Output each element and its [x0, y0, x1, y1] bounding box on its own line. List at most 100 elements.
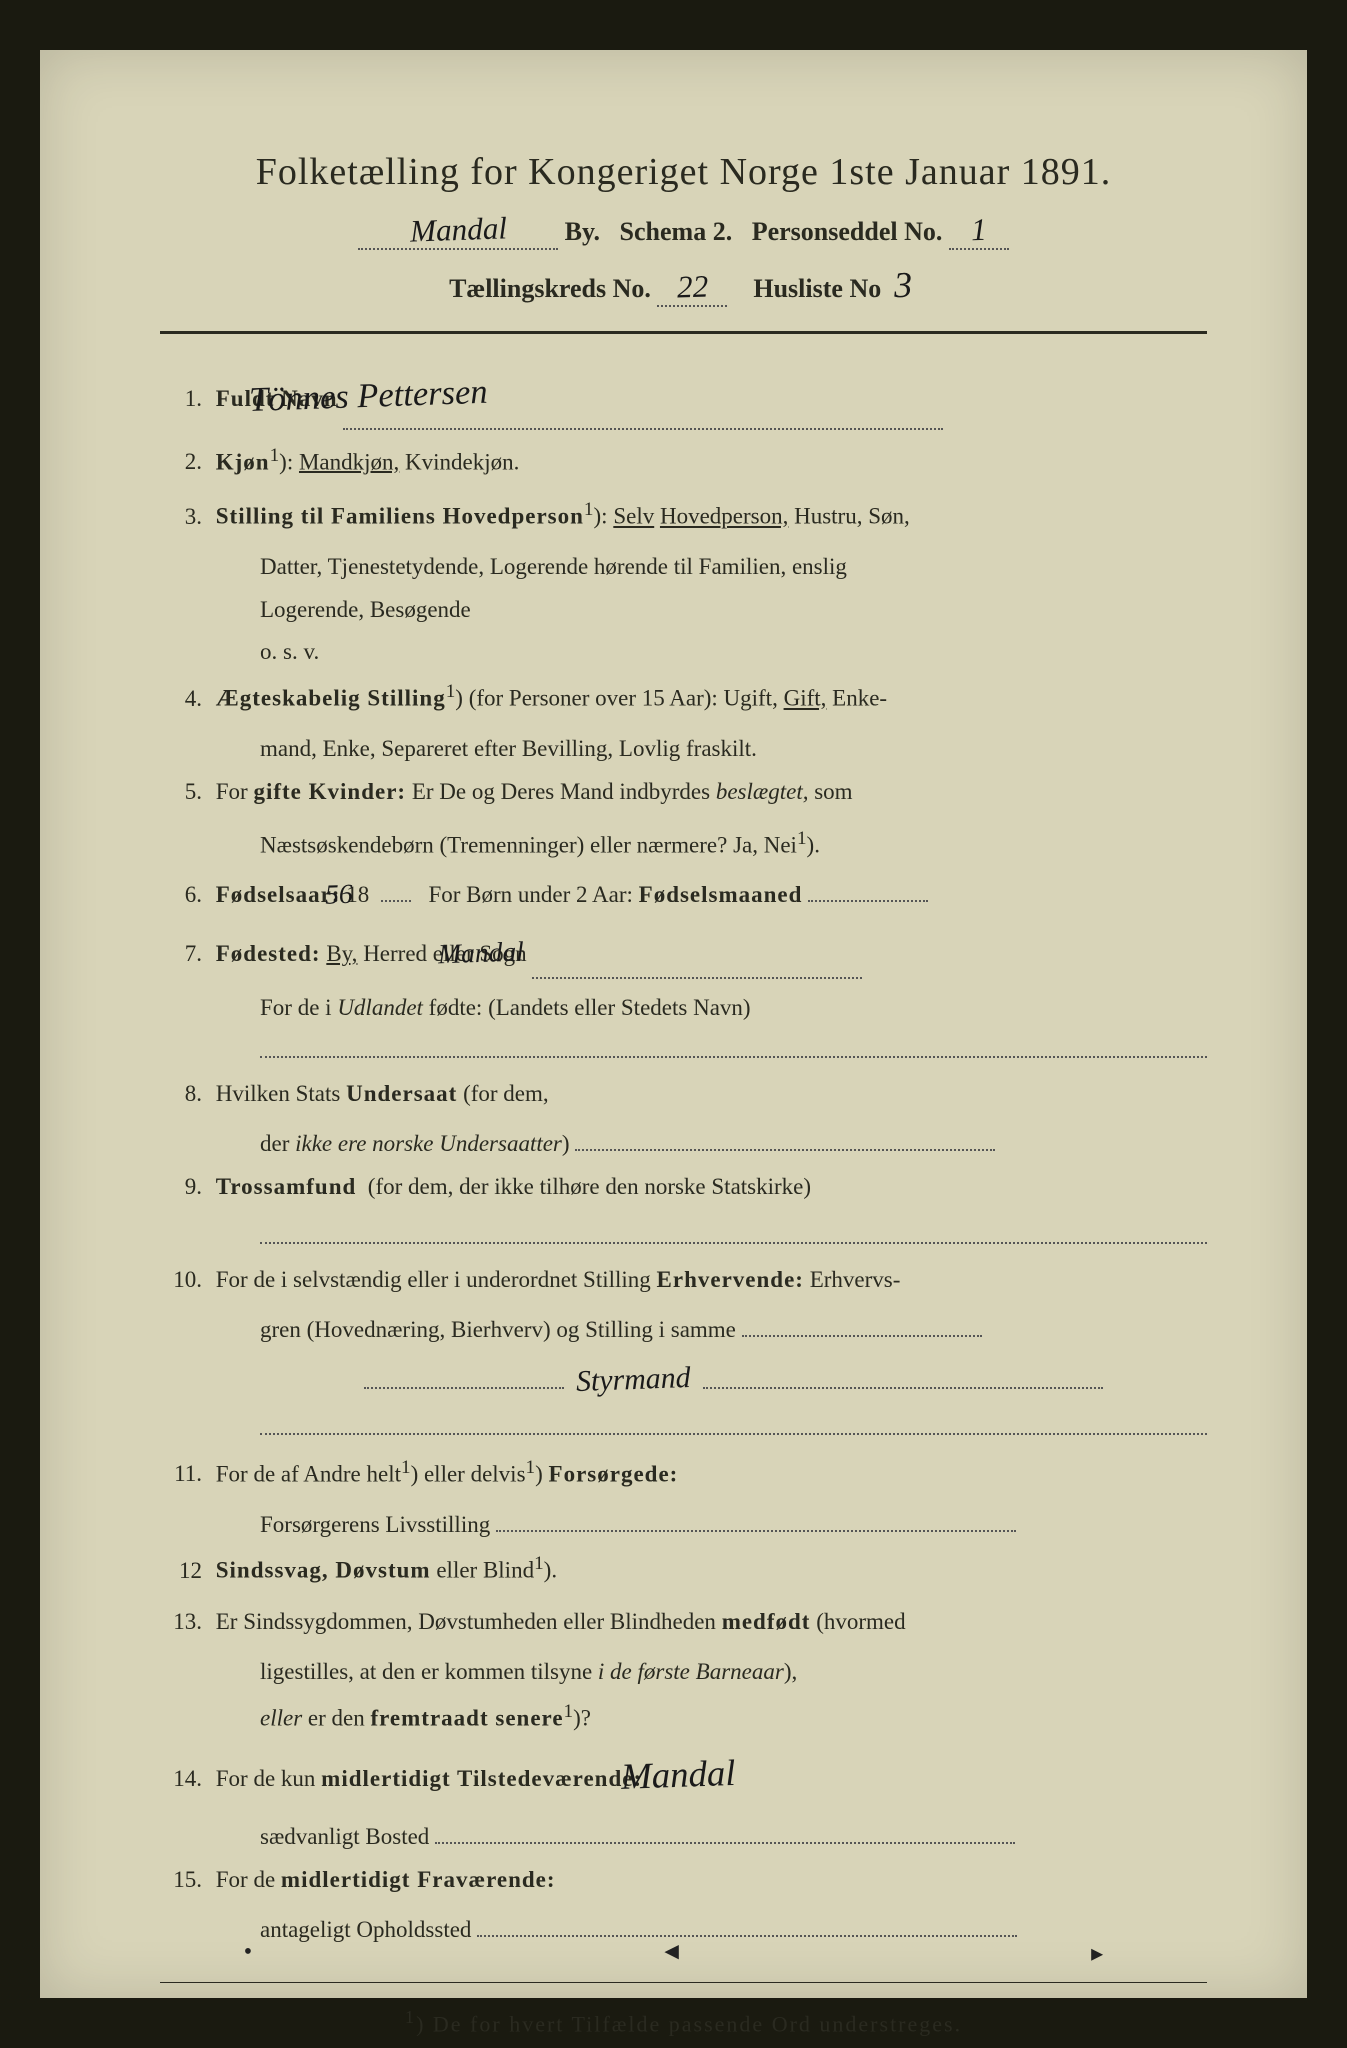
q11-num: 11.	[160, 1453, 202, 1496]
husliste-label: Husliste No	[753, 274, 881, 303]
q13-l2a: ligestilles, at den er kommen tilsyne	[260, 1659, 598, 1684]
q6-label2: Fødselsmaaned	[639, 882, 803, 907]
husliste-no: 3	[887, 263, 919, 306]
q4-gift: Gift,	[784, 686, 827, 711]
q14-dots	[435, 1842, 1015, 1844]
q12-label: Sindssvag, Døvstum	[216, 1558, 431, 1583]
q11-l2: Forsørgerens Livsstilling	[260, 1512, 490, 1537]
q13-line3-wrap: eller er den fremtraadt senere1)?	[160, 1694, 1207, 1740]
mark-left: •	[244, 1939, 252, 1968]
q11-sup1: 1	[401, 1457, 411, 1478]
question-14: 14. For de kun midlertidigt Tilstedevære…	[160, 1740, 1207, 1808]
q10-value: Styrmand	[569, 1350, 697, 1410]
q3-label: Stilling til Familiens Hovedperson	[216, 504, 584, 529]
q5-t3: som	[808, 779, 852, 804]
q13-sup: 1	[564, 1701, 574, 1722]
q7-by: By,	[326, 941, 357, 966]
question-13: 13. Er Sindssygdommen, Døvstumheden elle…	[160, 1601, 1207, 1644]
question-3: 3. Stilling til Familiens Hovedperson1):…	[160, 492, 1207, 538]
q2-close: ):	[279, 449, 293, 474]
subtitle-row-1: Mandal By. Schema 2. Personseddel No. 1	[160, 212, 1207, 250]
q8-l2italic: ikke ere norske Undersaatter	[295, 1131, 562, 1156]
q7-line2-wrap: For de i Udlandet fødte: (Landets eller …	[160, 987, 1207, 1030]
q10-t2: Erhvervs-	[804, 1267, 900, 1292]
divider-bottom	[160, 1982, 1207, 1983]
q13-l3label: fremtraadt senere	[370, 1705, 563, 1730]
q8-line2-wrap: der ikke ere norske Undersaatter)	[160, 1123, 1207, 1166]
q2-sup: 1	[270, 445, 280, 466]
q4-line2: mand, Enke, Separeret efter Bevilling, L…	[160, 728, 1207, 771]
q7-l2a: For de i	[260, 995, 337, 1020]
q13-t1: Er Sindssygdommen, Døvstumheden eller Bl…	[216, 1609, 722, 1634]
q13-t2: (hvormed	[810, 1609, 905, 1634]
taellingskreds-field: 22	[657, 269, 727, 307]
q4-label: Ægteskabelig Stilling	[216, 686, 446, 711]
q5-num: 5.	[160, 771, 202, 814]
question-15: 15. For de midlertidigt Fraværende:	[160, 1859, 1207, 1902]
q7-num: 7.	[160, 933, 202, 976]
q7-label: Fødested:	[216, 941, 321, 966]
q2-label: Kjøn	[216, 449, 270, 474]
q12-close: ).	[544, 1558, 557, 1583]
q7-field: Mandal	[532, 926, 862, 979]
no-label: No.	[904, 217, 942, 246]
q8-l2: der	[260, 1131, 295, 1156]
footnote-text: ) De for hvert Tilfælde passende Ord und…	[416, 2011, 962, 2036]
q14-text: For de kun	[216, 1766, 321, 1791]
q6-year: 56	[368, 867, 382, 918]
q6-num: 6.	[160, 874, 202, 917]
q10-dots4	[260, 1412, 1207, 1435]
q4-rest: Enke-	[832, 686, 887, 711]
question-11: 11. For de af Andre helt1) eller delvis1…	[160, 1450, 1207, 1496]
q10-num: 10.	[160, 1259, 202, 1302]
by-label: By.	[565, 217, 600, 246]
q6-label: Fødselsaar:	[216, 882, 341, 907]
city-field: Mandal	[358, 212, 558, 250]
personseddel-label: Personseddel	[752, 217, 898, 246]
question-6: 6. Fødselsaar: 1856 For Børn under 2 Aar…	[160, 867, 1207, 918]
q12-sup: 1	[534, 1553, 544, 1574]
question-9: 9. Trossamfund (for dem, der ikke tilhør…	[160, 1166, 1207, 1209]
q10-l2: gren (Hovednæring, Bierhverv) og Stillin…	[260, 1317, 736, 1342]
q9-num: 9.	[160, 1166, 202, 1209]
q10-value-line: Styrmand	[160, 1352, 1207, 1407]
census-document: Folketælling for Kongeriget Norge 1ste J…	[40, 50, 1307, 1998]
q11-t3: )	[535, 1461, 548, 1486]
q6-t2: For Børn under 2 Aar:	[428, 882, 632, 907]
q4-num: 4.	[160, 678, 202, 721]
q14-num: 14.	[160, 1758, 202, 1801]
q11-sup2: 1	[526, 1457, 536, 1478]
q1-value: Tönnes Pettersen	[292, 361, 495, 432]
q1-num: 1.	[160, 378, 202, 421]
q8-dots	[575, 1149, 995, 1151]
q5-line2: Næstsøskendebørn (Tremenninger) eller næ…	[260, 833, 797, 858]
q5-sup: 1	[797, 828, 807, 849]
schema-label: Schema 2.	[620, 217, 733, 246]
q10-t1: For de i selvstændig eller i underordnet…	[216, 1267, 657, 1292]
city-value: Mandal	[403, 210, 513, 250]
question-10: 10. For de i selvstændig eller i underor…	[160, 1259, 1207, 1302]
q13-line2-wrap: ligestilles, at den er kommen tilsyne i …	[160, 1651, 1207, 1694]
q15-num: 15.	[160, 1859, 202, 1902]
q4-paren: ) (for Personer over 15 Aar): Ugift,	[455, 686, 778, 711]
q8-l2close: )	[562, 1131, 570, 1156]
main-title: Folketælling for Kongeriget Norge 1ste J…	[160, 150, 1207, 194]
q13-label: medfødt	[722, 1609, 811, 1634]
q9-label: Trossamfund	[216, 1174, 357, 1199]
footnote-sup: 1	[405, 2007, 416, 2027]
q5-t2: Er De og Deres Mand indbyrdes	[406, 779, 716, 804]
q3-num: 3.	[160, 496, 202, 539]
q3-selv: Selv	[613, 504, 654, 529]
q15-label: midlertidigt Fraværende:	[281, 1867, 556, 1892]
q9-dots	[260, 1221, 1207, 1244]
q9-text: (for dem, der ikke tilhøre den norske St…	[368, 1174, 811, 1199]
q5-label: gifte Kvinder:	[253, 779, 406, 804]
q13-l2italic: i de første Barneaar	[598, 1659, 784, 1684]
q10-dots2	[364, 1387, 564, 1389]
taellingskreds-label: Tællingskreds No.	[449, 274, 651, 303]
q14-label: midlertidigt Tilstedeværende:	[321, 1766, 642, 1791]
q10-dots1	[742, 1335, 982, 1337]
q3-line2: Datter, Tjenestetydende, Logerende høren…	[160, 546, 1207, 589]
footnote: 1) De for hvert Tilfælde passende Ord un…	[160, 2007, 1207, 2037]
q11-label: Forsørgede:	[549, 1461, 679, 1486]
